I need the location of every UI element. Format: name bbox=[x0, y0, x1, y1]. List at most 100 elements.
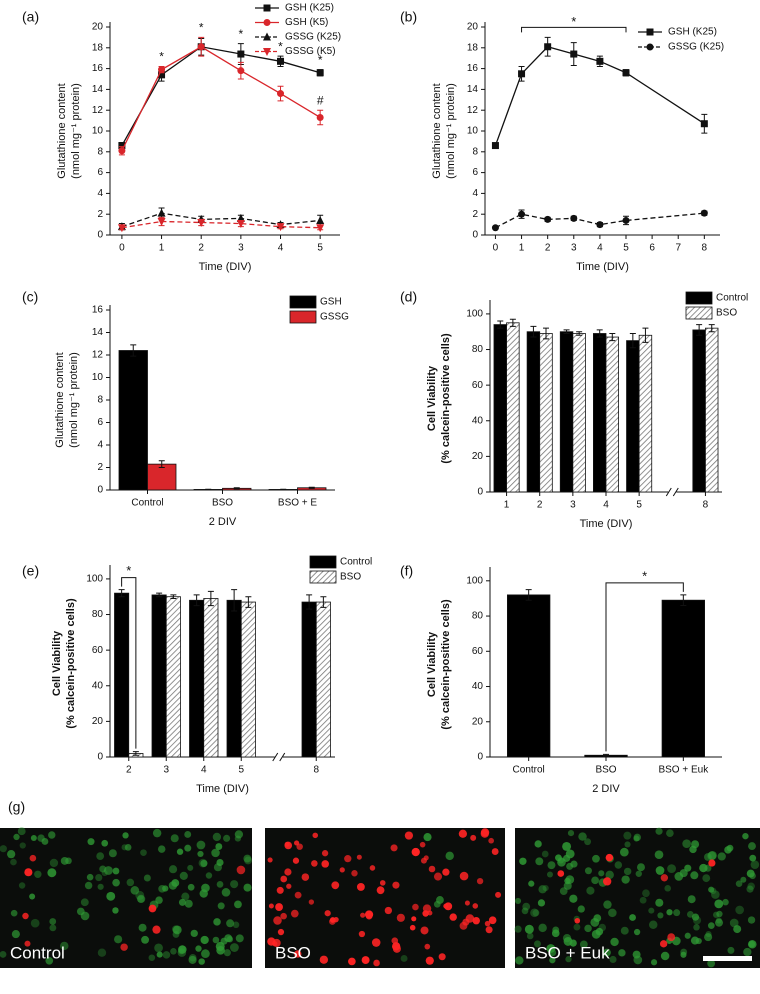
series-line bbox=[121, 220, 321, 229]
green-cell bbox=[112, 907, 119, 914]
green-cell bbox=[743, 947, 752, 957]
green-cell bbox=[692, 916, 702, 925]
y-tick-label: 80 bbox=[472, 344, 484, 355]
green-cell bbox=[172, 925, 182, 935]
y-tick-label: 60 bbox=[472, 380, 484, 391]
x-tick-label: 1 bbox=[159, 243, 165, 254]
green-cell bbox=[715, 918, 724, 927]
green-cell bbox=[18, 882, 26, 889]
green-cell bbox=[624, 841, 631, 848]
red-cell bbox=[29, 854, 37, 862]
green-cell bbox=[687, 895, 696, 904]
green-cell bbox=[535, 857, 544, 866]
red-cell bbox=[301, 873, 310, 881]
green-cell bbox=[562, 934, 572, 943]
green-cell bbox=[655, 866, 665, 875]
red-cell bbox=[557, 870, 565, 877]
error-bar bbox=[306, 594, 313, 610]
marker bbox=[157, 208, 166, 217]
green-cell bbox=[45, 956, 54, 965]
bar bbox=[203, 598, 219, 758]
y-tick-label: 20 bbox=[467, 22, 479, 33]
green-cell bbox=[97, 883, 104, 890]
significance-mark: * bbox=[571, 14, 576, 29]
x-tick-label: 3 bbox=[238, 243, 244, 254]
marker bbox=[622, 69, 630, 77]
red-cell bbox=[495, 891, 502, 898]
green-cell bbox=[101, 870, 108, 877]
y-tick-label: 12 bbox=[92, 350, 104, 361]
red-cell bbox=[425, 956, 434, 965]
y-axis-label: Glutathione content bbox=[431, 83, 443, 178]
green-cell bbox=[84, 881, 93, 890]
marker bbox=[263, 4, 271, 12]
y-tick-label: 80 bbox=[92, 609, 104, 620]
x-tick-label: 2 bbox=[126, 765, 132, 776]
green-cell bbox=[124, 844, 132, 851]
green-cell bbox=[138, 923, 147, 932]
bar bbox=[539, 333, 553, 493]
green-cell bbox=[708, 886, 715, 893]
marker bbox=[596, 57, 604, 65]
green-cell bbox=[197, 850, 204, 858]
bar bbox=[118, 350, 148, 491]
y-axis-label: (% calcein-positive cells) bbox=[65, 598, 77, 729]
red-cell bbox=[464, 900, 470, 906]
red-cell bbox=[284, 868, 292, 876]
bar bbox=[506, 322, 520, 493]
x-axis-label: 2 DIV bbox=[592, 783, 620, 795]
green-cell bbox=[519, 857, 527, 865]
red-cell bbox=[458, 829, 468, 838]
green-cell bbox=[532, 909, 540, 917]
green-cell bbox=[750, 860, 760, 869]
green-cell bbox=[178, 945, 187, 954]
green-cell bbox=[201, 949, 210, 959]
red-cell bbox=[351, 870, 358, 877]
green-cell bbox=[157, 845, 166, 853]
y-axis-label: (nmol mg⁻¹ protein) bbox=[445, 83, 457, 179]
green-cell bbox=[172, 930, 180, 938]
green-cell bbox=[584, 924, 592, 933]
green-cell bbox=[234, 835, 241, 842]
green-cell bbox=[187, 883, 195, 891]
y-axis-label: Cell Viability bbox=[51, 630, 63, 696]
y-tick-label: 12 bbox=[467, 105, 479, 116]
marker bbox=[158, 71, 166, 79]
y-tick-label: 6 bbox=[97, 417, 103, 428]
green-cell bbox=[223, 834, 231, 842]
green-cell bbox=[200, 935, 209, 945]
red-cell bbox=[280, 875, 288, 883]
error-bar bbox=[170, 594, 177, 599]
red-cell bbox=[267, 857, 273, 863]
red-cell bbox=[276, 886, 284, 894]
green-cell bbox=[445, 851, 454, 861]
red-cell bbox=[444, 902, 453, 911]
legend-swatch bbox=[289, 310, 317, 324]
red-cell bbox=[419, 841, 426, 848]
significance-mark: * bbox=[642, 568, 647, 583]
marker bbox=[316, 69, 324, 77]
y-tick-label: 100 bbox=[466, 575, 483, 586]
marker bbox=[197, 219, 206, 228]
red-cell bbox=[574, 917, 581, 924]
green-cell bbox=[635, 870, 642, 877]
green-cell bbox=[234, 830, 244, 839]
red-cell bbox=[273, 916, 282, 925]
green-cell bbox=[99, 865, 107, 873]
green-cell bbox=[198, 958, 205, 965]
red-cell bbox=[422, 910, 429, 917]
green-cell bbox=[213, 918, 221, 926]
error-bar bbox=[596, 329, 603, 338]
green-cell bbox=[515, 956, 524, 965]
bar bbox=[151, 594, 167, 758]
y-tick-label: 12 bbox=[92, 105, 104, 116]
green-cell bbox=[639, 896, 647, 904]
red-cell bbox=[358, 930, 366, 938]
panel-label: (a) bbox=[22, 9, 39, 25]
red-cell bbox=[280, 912, 287, 920]
green-cell bbox=[220, 937, 228, 945]
green-cell bbox=[541, 850, 549, 858]
green-cell bbox=[177, 948, 187, 957]
green-cell bbox=[691, 913, 700, 921]
red-cell bbox=[321, 860, 330, 868]
